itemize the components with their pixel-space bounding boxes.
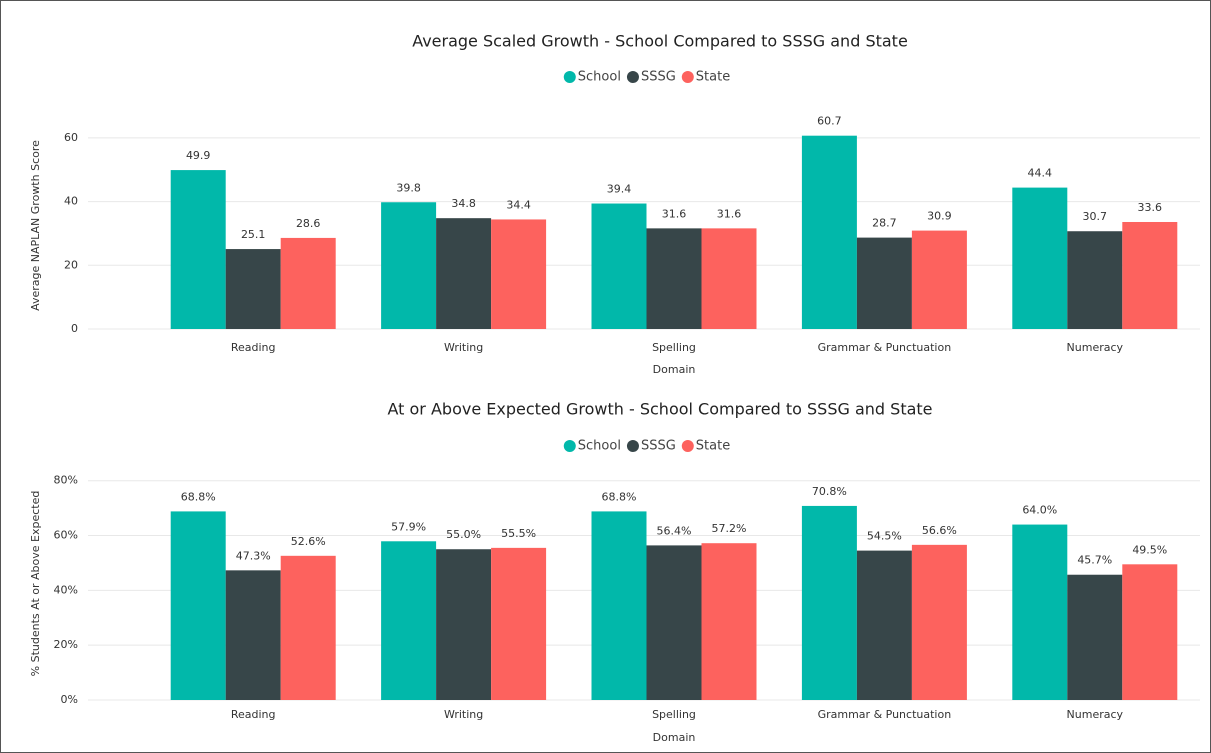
- data-label: 28.6: [296, 217, 321, 230]
- bar: [591, 511, 647, 700]
- y-tick-label: 80%: [54, 474, 78, 487]
- x-tick-label: Spelling: [652, 708, 696, 721]
- bar: [225, 570, 281, 700]
- data-label: 30.7: [1083, 210, 1108, 223]
- x-tick-label: Reading: [231, 341, 276, 354]
- x-tick-label: Grammar & Punctuation: [818, 341, 952, 354]
- data-label: 34.8: [451, 197, 476, 210]
- legend-label: State: [696, 439, 730, 454]
- data-label: 31.6: [662, 207, 687, 220]
- bar: [1122, 564, 1178, 700]
- x-axis-label: Domain: [653, 731, 696, 744]
- bar: [1067, 231, 1123, 329]
- data-label: 30.9: [927, 210, 952, 223]
- data-label: 39.4: [607, 183, 632, 196]
- bar: [856, 237, 912, 329]
- chart-title: Average Scaled Growth - School Compared …: [412, 32, 908, 51]
- x-tick-label: Writing: [444, 341, 483, 354]
- data-label: 68.8%: [181, 490, 216, 503]
- bar: [170, 511, 226, 700]
- data-label: 45.7%: [1077, 554, 1112, 567]
- data-label: 60.7: [817, 115, 842, 128]
- bar: [225, 249, 281, 329]
- legend-swatch: [563, 440, 576, 452]
- legend-label: School: [578, 439, 621, 454]
- data-label: 52.6%: [291, 535, 326, 548]
- legend-swatch: [626, 440, 639, 452]
- y-tick-label: 0%: [61, 693, 78, 706]
- bar: [1122, 221, 1178, 329]
- bar: [1012, 524, 1068, 700]
- data-label: 44.4: [1028, 167, 1053, 180]
- y-tick-label: 20%: [54, 638, 78, 651]
- y-tick-label: 40%: [54, 583, 78, 596]
- y-tick-label: 60%: [54, 529, 78, 542]
- x-axis-label: Domain: [653, 363, 696, 376]
- legend-label: School: [578, 70, 621, 85]
- legend-label: SSSG: [641, 439, 676, 454]
- data-label: 56.4%: [657, 524, 692, 537]
- data-label: 34.4: [506, 198, 531, 211]
- bar: [701, 228, 757, 329]
- bar: [436, 218, 492, 329]
- legend-label: State: [696, 70, 730, 85]
- legend-swatch: [563, 71, 576, 83]
- bar: [280, 555, 336, 700]
- data-label: 47.3%: [236, 549, 271, 562]
- x-tick-label: Numeracy: [1067, 708, 1124, 721]
- bar: [1067, 574, 1123, 700]
- legend-label: SSSG: [641, 70, 676, 85]
- bar: [856, 550, 912, 700]
- legend-swatch: [681, 71, 694, 83]
- x-tick-label: Numeracy: [1067, 341, 1124, 354]
- y-tick-label: 0: [71, 322, 78, 335]
- bar: [1012, 187, 1068, 329]
- data-label: 55.0%: [446, 528, 481, 541]
- y-tick-label: 20: [64, 258, 78, 271]
- bar: [701, 543, 757, 700]
- y-axis-label: % Students At or Above Expected: [29, 491, 42, 677]
- bar: [491, 547, 547, 700]
- bar: [801, 505, 857, 700]
- data-label: 70.8%: [812, 485, 847, 498]
- data-label: 25.1: [241, 228, 266, 241]
- data-label: 55.5%: [501, 527, 536, 540]
- bar: [591, 203, 647, 329]
- x-tick-label: Reading: [231, 708, 276, 721]
- data-label: 64.0%: [1022, 504, 1057, 517]
- legend-swatch: [681, 440, 694, 452]
- bar: [646, 228, 702, 329]
- bar: [491, 219, 547, 329]
- bar: [381, 541, 437, 700]
- bar: [436, 549, 492, 700]
- data-label: 57.9%: [391, 520, 426, 533]
- bar: [170, 170, 226, 329]
- data-label: 56.6%: [922, 524, 957, 537]
- bar: [646, 545, 702, 700]
- bar: [801, 135, 857, 329]
- data-label: 33.6: [1138, 201, 1163, 214]
- x-tick-label: Writing: [444, 708, 483, 721]
- data-label: 39.8: [396, 181, 421, 194]
- data-label: 28.7: [872, 217, 897, 230]
- x-tick-label: Spelling: [652, 341, 696, 354]
- data-label: 49.5%: [1132, 543, 1167, 556]
- data-label: 49.9: [186, 149, 211, 162]
- x-tick-label: Grammar & Punctuation: [818, 708, 952, 721]
- y-tick-label: 60: [64, 131, 78, 144]
- y-tick-label: 40: [64, 195, 78, 208]
- legend-swatch: [626, 71, 639, 83]
- bar: [911, 544, 967, 700]
- bar: [911, 230, 967, 329]
- y-axis-label: Average NAPLAN Growth Score: [29, 140, 42, 311]
- data-label: 68.8%: [602, 490, 637, 503]
- bar: [280, 237, 336, 329]
- data-label: 54.5%: [867, 530, 902, 543]
- bar: [381, 202, 437, 329]
- data-label: 57.2%: [712, 522, 747, 535]
- chart-title: At or Above Expected Growth - School Com…: [387, 400, 932, 419]
- data-label: 31.6: [717, 207, 742, 220]
